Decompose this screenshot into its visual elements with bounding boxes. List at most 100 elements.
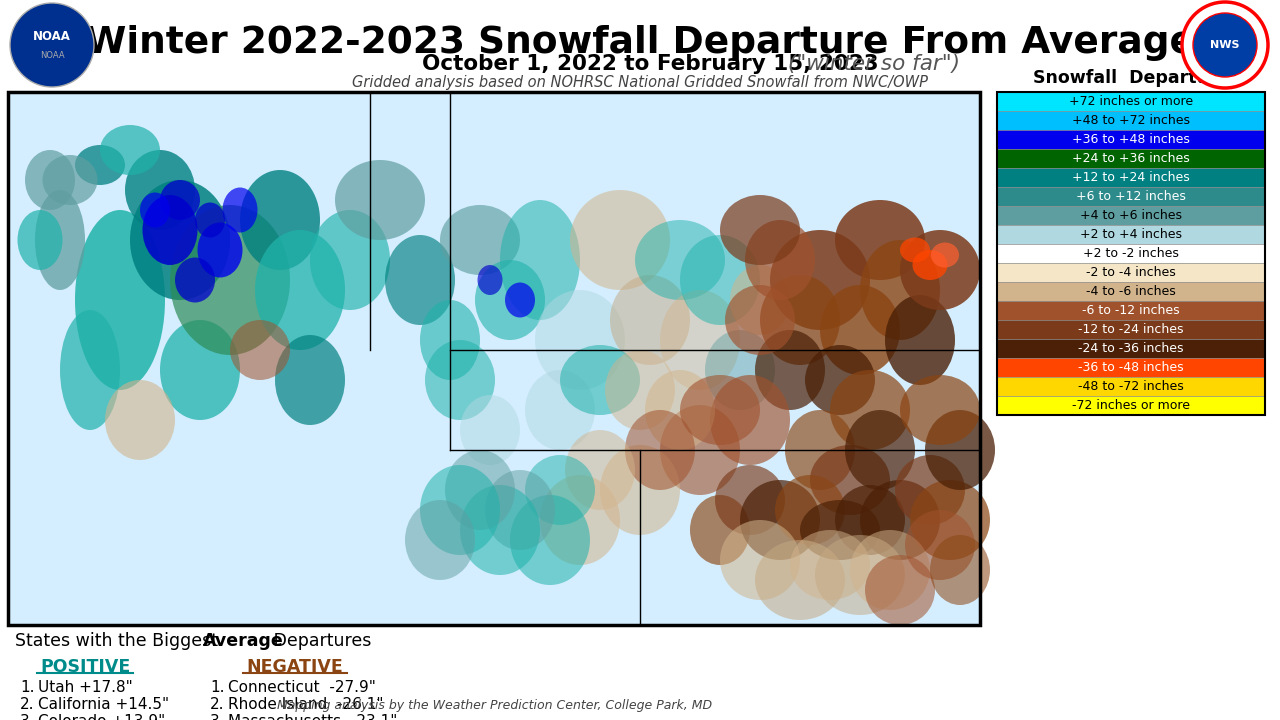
Ellipse shape	[660, 290, 740, 390]
Ellipse shape	[460, 395, 520, 465]
Ellipse shape	[740, 480, 820, 560]
Bar	[997, 92, 1265, 111]
Ellipse shape	[800, 500, 881, 560]
Bar	[997, 301, 1265, 320]
Ellipse shape	[680, 375, 760, 445]
Ellipse shape	[60, 310, 120, 430]
Text: 3.: 3.	[20, 714, 35, 720]
Bar	[997, 168, 1265, 187]
Text: Rhode Island  -26.1": Rhode Island -26.1"	[228, 697, 384, 712]
Text: -6 to -12 inches: -6 to -12 inches	[1082, 304, 1180, 317]
Ellipse shape	[76, 145, 125, 185]
Ellipse shape	[195, 202, 225, 238]
Ellipse shape	[895, 455, 965, 525]
Ellipse shape	[197, 222, 242, 277]
Text: NOAA: NOAA	[33, 30, 70, 42]
Text: Average: Average	[204, 632, 284, 650]
Ellipse shape	[540, 475, 620, 565]
Ellipse shape	[705, 330, 774, 410]
Ellipse shape	[931, 243, 959, 268]
Ellipse shape	[635, 220, 724, 300]
Text: 2.: 2.	[210, 697, 224, 712]
Ellipse shape	[26, 150, 76, 210]
Ellipse shape	[865, 555, 934, 625]
Ellipse shape	[564, 430, 635, 510]
Text: -48 to -72 inches: -48 to -72 inches	[1078, 380, 1184, 393]
Ellipse shape	[774, 475, 845, 545]
Ellipse shape	[535, 290, 625, 390]
Text: Colorado +13.9": Colorado +13.9"	[38, 714, 165, 720]
Ellipse shape	[230, 320, 291, 380]
Ellipse shape	[716, 465, 785, 535]
Text: +2 to +4 inches: +2 to +4 inches	[1080, 228, 1181, 241]
Ellipse shape	[931, 535, 989, 605]
Ellipse shape	[790, 530, 870, 600]
Ellipse shape	[445, 450, 515, 530]
Ellipse shape	[525, 370, 595, 450]
Ellipse shape	[815, 535, 905, 615]
Ellipse shape	[611, 275, 690, 365]
Text: +4 to +6 inches: +4 to +6 inches	[1080, 209, 1181, 222]
Bar	[997, 111, 1265, 130]
Ellipse shape	[385, 235, 454, 325]
Ellipse shape	[275, 335, 346, 425]
Text: 3.: 3.	[210, 714, 224, 720]
Ellipse shape	[925, 410, 995, 490]
Bar	[997, 377, 1265, 396]
Text: -4 to -6 inches: -4 to -6 inches	[1087, 285, 1176, 298]
Circle shape	[1181, 2, 1268, 88]
Ellipse shape	[900, 238, 931, 263]
Bar	[997, 282, 1265, 301]
Ellipse shape	[42, 155, 97, 205]
Text: California +14.5": California +14.5"	[38, 697, 169, 712]
Ellipse shape	[835, 485, 905, 555]
Ellipse shape	[223, 187, 257, 233]
Ellipse shape	[680, 235, 760, 325]
Bar	[997, 187, 1265, 206]
Ellipse shape	[76, 210, 165, 390]
Ellipse shape	[884, 295, 955, 385]
Bar	[997, 92, 1265, 415]
Ellipse shape	[724, 285, 795, 355]
Circle shape	[10, 3, 93, 87]
Ellipse shape	[506, 282, 535, 318]
Bar	[8, 92, 980, 625]
Ellipse shape	[820, 285, 900, 375]
Ellipse shape	[600, 445, 680, 535]
Ellipse shape	[18, 210, 63, 270]
Ellipse shape	[625, 410, 695, 490]
Text: Departures: Departures	[268, 632, 371, 650]
Bar	[997, 339, 1265, 358]
Circle shape	[1193, 13, 1257, 77]
Text: -12 to -24 inches: -12 to -24 inches	[1078, 323, 1184, 336]
Ellipse shape	[719, 520, 800, 600]
Ellipse shape	[835, 200, 925, 280]
Ellipse shape	[730, 265, 790, 335]
Ellipse shape	[460, 485, 540, 575]
Ellipse shape	[810, 445, 890, 515]
Ellipse shape	[335, 160, 425, 240]
Text: -72 inches or more: -72 inches or more	[1073, 399, 1190, 412]
Ellipse shape	[660, 405, 740, 495]
Text: 1.: 1.	[20, 680, 35, 695]
Text: Mapping analysis by the Weather Prediction Center, College Park, MD: Mapping analysis by the Weather Predicti…	[278, 699, 713, 712]
Bar	[8, 92, 980, 625]
Ellipse shape	[160, 180, 200, 220]
Text: -36 to -48 inches: -36 to -48 inches	[1078, 361, 1184, 374]
Text: NOAA: NOAA	[40, 50, 64, 60]
Ellipse shape	[420, 300, 480, 380]
Ellipse shape	[829, 370, 910, 450]
Bar	[997, 130, 1265, 149]
Ellipse shape	[35, 190, 84, 290]
Ellipse shape	[755, 330, 826, 410]
Text: +24 to +36 inches: +24 to +36 inches	[1073, 152, 1190, 165]
Text: Winter 2022-2023 Snowfall Departure From Average: Winter 2022-2023 Snowfall Departure From…	[84, 25, 1196, 61]
Text: Gridded analysis based on NOHRSC National Gridded Snowfall from NWC/OWP: Gridded analysis based on NOHRSC Nationa…	[352, 75, 928, 90]
Bar	[997, 358, 1265, 377]
Text: NEGATIVE: NEGATIVE	[247, 658, 343, 676]
Text: 1.: 1.	[210, 680, 224, 695]
Ellipse shape	[131, 180, 230, 300]
Ellipse shape	[175, 258, 215, 302]
Ellipse shape	[485, 470, 556, 550]
Ellipse shape	[420, 465, 500, 555]
